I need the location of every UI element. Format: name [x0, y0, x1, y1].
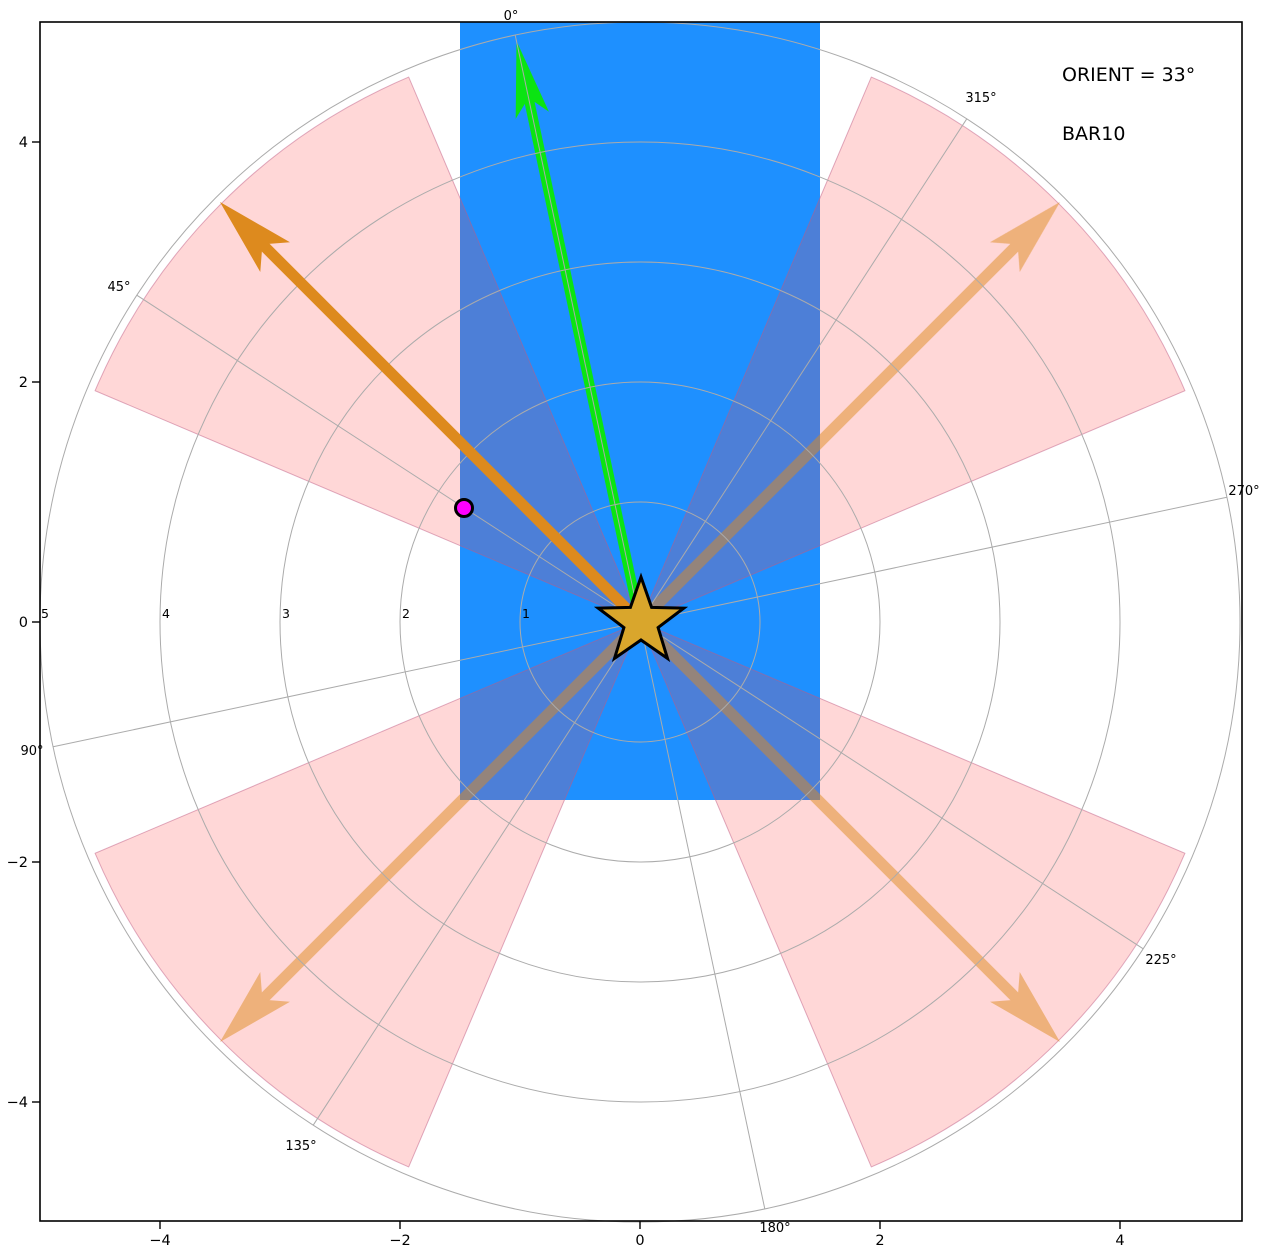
y-tick-label: −4 — [7, 1095, 28, 1111]
x-axis-ticks — [159, 1221, 1121, 1229]
azimuth-label-135: 135° — [285, 1139, 316, 1154]
magenta-point-marker — [454, 498, 474, 518]
azimuth-label-270: 270° — [1228, 484, 1259, 499]
azimuth-labels: 0° 45° 90° 135° 180° 225° 270° 315° — [20, 9, 1259, 1236]
bar10-band — [460, 22, 820, 800]
y-axis-ticks — [32, 141, 40, 1103]
azimuth-label-90: 90° — [20, 744, 43, 759]
y-axis-tick-labels: 4 2 0 −2 −4 — [7, 135, 28, 1111]
faint-arrow-head — [219, 972, 290, 1043]
y-tick-label: 2 — [19, 375, 28, 391]
y-tick-label: 0 — [19, 615, 28, 631]
grid-circle-r3 — [279, 261, 1001, 983]
radius-labels: 1 2 3 4 5 — [41, 606, 530, 621]
star-marker — [593, 572, 689, 663]
grid-circle-r2 — [399, 381, 881, 863]
x-tick-label: 0 — [635, 1233, 644, 1249]
faint-arrow-head — [990, 201, 1061, 272]
faint-arrow-northeast — [636, 201, 1061, 626]
grid-circle-r1 — [519, 501, 761, 743]
radius-label-3: 3 — [282, 606, 290, 621]
orient-annotation: ORIENT = 33° — [1062, 64, 1195, 86]
radius-label-2: 2 — [402, 606, 410, 621]
azimuth-label-225: 225° — [1145, 953, 1176, 968]
annotations: ORIENT = 33° BAR10 — [1062, 64, 1195, 145]
faint-arrow-shaft — [256, 618, 644, 1006]
orient-arrow-head — [219, 201, 290, 272]
north-arrow-head — [515, 40, 549, 119]
faint-arrow-head — [990, 972, 1061, 1043]
bar10-annotation: BAR10 — [1062, 123, 1125, 145]
azimuth-label-180: 180° — [759, 1221, 790, 1236]
faint-arrow-southwest — [219, 618, 644, 1043]
x-tick-label: 2 — [875, 1233, 884, 1249]
x-tick-label: −4 — [149, 1233, 170, 1249]
faint-arrow-shaft — [636, 618, 1024, 1006]
faint-arrow-southeast — [636, 618, 1061, 1043]
x-axis-tick-labels: −4 −2 0 2 4 — [149, 1233, 1124, 1249]
azimuth-label-45: 45° — [107, 280, 130, 295]
azimuth-label-0: 0° — [504, 9, 519, 24]
grid-circle-r4 — [159, 141, 1121, 1103]
faint-orientation-arrows — [219, 201, 1061, 1043]
orient-arrow-shaft — [256, 238, 644, 626]
azimuth-label-315: 315° — [965, 91, 996, 106]
radius-label-5: 5 — [41, 606, 49, 621]
faint-arrow-shaft — [636, 238, 1024, 626]
y-tick-label: −2 — [7, 855, 28, 871]
y-tick-label: 4 — [19, 135, 28, 151]
orient-arrow — [219, 201, 644, 626]
x-tick-label: −2 — [389, 1233, 410, 1249]
radius-label-1: 1 — [522, 606, 530, 621]
x-tick-label: 4 — [1115, 1233, 1124, 1249]
radius-label-4: 4 — [162, 606, 170, 621]
